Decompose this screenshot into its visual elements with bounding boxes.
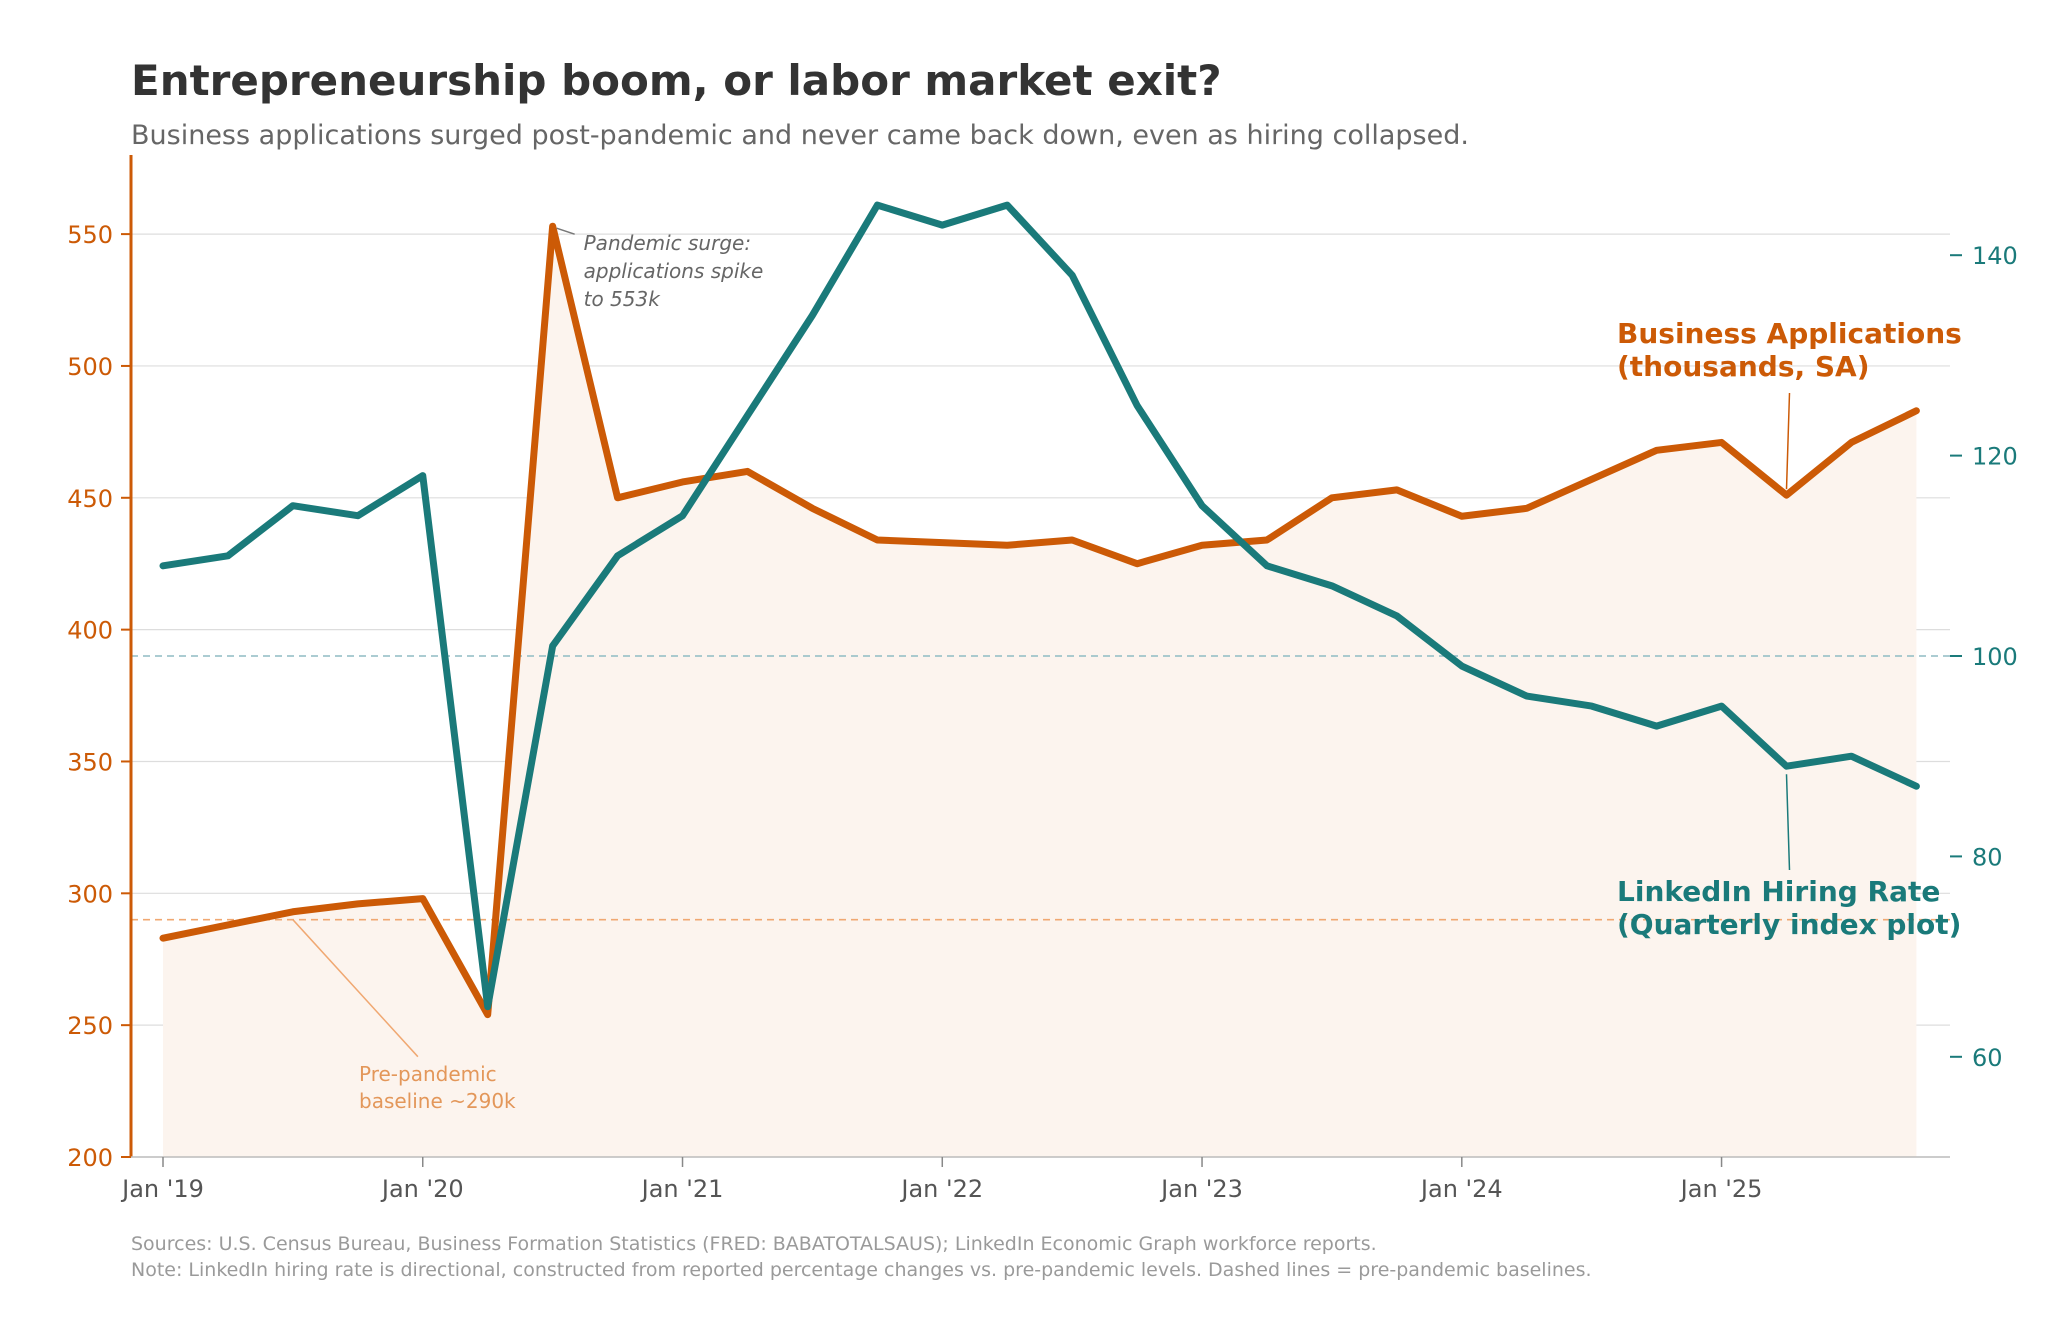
surge-annotation-leader <box>556 227 575 235</box>
business-applications-line <box>159 222 1920 1019</box>
right-tick-label: 100 <box>1972 643 2018 671</box>
apps-series-label-line2: (thousands, SA) <box>1617 350 1870 383</box>
annotations: Pandemic surge: applications spike to 553k… <box>292 227 1962 1113</box>
left-tick-label: 500 <box>67 353 113 381</box>
apps-label-leader <box>1785 392 1791 490</box>
baseline-annotation-line: Pre-pandemic <box>359 1062 497 1086</box>
x-tick-label: Jan '23 <box>1159 1175 1243 1203</box>
hiring-series-label-line1: LinkedIn Hiring Rate <box>1617 875 1940 908</box>
left-tick-label: 250 <box>67 1012 113 1040</box>
x-tick-label: Jan '25 <box>1679 1175 1763 1203</box>
hiring-label-leader <box>1785 774 1791 871</box>
x-tick-label: Jan '21 <box>640 1175 724 1203</box>
linkedin-hiring-line <box>159 201 1920 1011</box>
left-tick-label: 400 <box>67 617 113 645</box>
surge-annotation-line: to 553k <box>584 287 662 311</box>
x-tick-label: Jan '22 <box>899 1175 983 1203</box>
chart-title: Entrepreneurship boom, or labor market e… <box>131 56 1222 105</box>
series-lines <box>159 201 1920 1019</box>
left-tick-label: 300 <box>67 880 113 908</box>
left-tick-label: 450 <box>67 485 113 513</box>
right-tick-label: 140 <box>1972 242 2018 270</box>
left-tick-label: 550 <box>67 221 113 249</box>
footnote-sources: Sources: U.S. Census Bureau, Business Fo… <box>131 1233 1377 1255</box>
baseline-annotation-leader <box>292 919 419 1058</box>
chart-subtitle: Business applications surged post-pandem… <box>131 120 1469 151</box>
x-tick-label: Jan '24 <box>1419 1175 1503 1203</box>
axes: 200 250 300 350 400 450 500 550 60 80 100 120 140 Jan… <box>67 155 2018 1203</box>
area-fill <box>163 226 1917 1158</box>
right-tick-label: 60 <box>1972 1044 2003 1072</box>
footnote-note: Note: LinkedIn hiring rate is directiona… <box>131 1259 1592 1281</box>
x-tick-label: Jan '20 <box>380 1175 464 1203</box>
right-tick-label: 80 <box>1972 843 2003 871</box>
surge-annotation-line: applications spike <box>584 259 764 283</box>
hiring-series-label-line2: (Quarterly index plot) <box>1617 908 1961 941</box>
apps-area-fill <box>163 226 1917 1158</box>
right-tick-label: 120 <box>1972 443 2018 471</box>
apps-series-label-line1: Business Applications <box>1617 317 1962 350</box>
baseline-annotation-line: baseline ~290k <box>359 1089 516 1113</box>
left-tick-label: 200 <box>67 1144 113 1172</box>
left-tick-label: 350 <box>67 748 113 776</box>
x-tick-label: Jan '19 <box>120 1175 204 1203</box>
surge-annotation-line: Pandemic surge: <box>584 231 751 255</box>
